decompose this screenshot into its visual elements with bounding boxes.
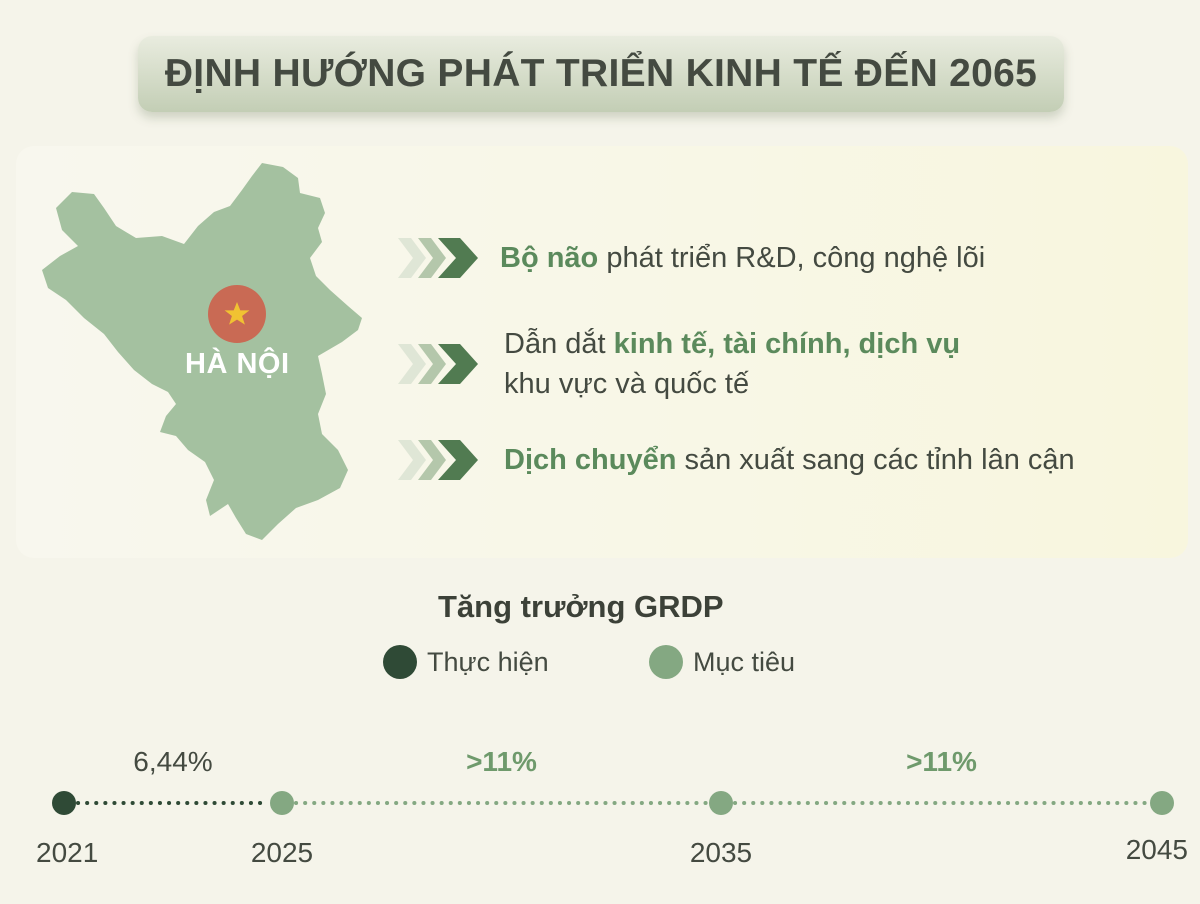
timeline-point-2021	[52, 791, 76, 815]
timeline-point-2035	[709, 791, 733, 815]
year-label-2021: 2021	[36, 837, 98, 868]
legend-label-actual: Thực hiện	[427, 646, 549, 677]
timeline-point-2045	[1150, 791, 1174, 815]
point-text: Dẫn dắt kinh tế, tài chính, dịch vụ khu …	[504, 324, 960, 404]
point-text-prefix: Dẫn dắt	[504, 328, 614, 360]
chevrons-icon	[398, 344, 478, 384]
timeline-point-2025	[270, 791, 294, 815]
point-text-rest: sản xuất sang các tỉnh lân cận	[676, 444, 1075, 476]
point-rd-brain: Bộ não phát triển R&D, công nghệ lõi	[398, 228, 985, 288]
point-economy-lead: Dẫn dắt kinh tế, tài chính, dịch vụ khu …	[398, 321, 960, 407]
chevrons-icon	[398, 440, 478, 480]
year-label-2035: 2035	[690, 837, 752, 868]
point-text-line2: khu vực và quốc tế	[504, 368, 750, 400]
map-label: HÀ NỘI	[185, 348, 290, 380]
segment-label-1: >11%	[466, 746, 537, 777]
point-highlight: kinh tế, tài chính, dịch vụ	[613, 328, 961, 360]
point-text: Bộ não phát triển R&D, công nghệ lõi	[500, 238, 985, 278]
hanoi-map-shape	[42, 163, 362, 540]
chevrons-icon	[398, 238, 478, 278]
hanoi-map	[42, 163, 362, 540]
segment-label-2: >11%	[906, 746, 977, 777]
legend-label-target: Mục tiêu	[693, 646, 796, 677]
year-label-2025: 2025	[251, 837, 313, 868]
point-highlight: Bộ não	[500, 242, 599, 274]
chart-title: Tăng trưởng GRDP	[438, 589, 724, 624]
star-icon	[224, 302, 250, 325]
title-banner: ĐỊNH HƯỚNG PHÁT TRIỂN KINH TẾ ĐẾN 2065	[138, 36, 1064, 112]
legend-dot-actual	[383, 645, 417, 679]
legend-dot-target	[649, 645, 683, 679]
point-text: Dịch chuyển sản xuất sang các tỉnh lân c…	[504, 440, 1075, 480]
year-label-2045: 2045	[1126, 834, 1188, 865]
legend-item-target: Mục tiêu	[649, 645, 795, 679]
legend-item-actual: Thực hiện	[383, 645, 549, 679]
point-highlight: Dịch chuyển	[504, 444, 677, 476]
page-title: ĐỊNH HƯỚNG PHÁT TRIỂN KINH TẾ ĐẾN 2065	[164, 52, 1038, 95]
point-text-rest: phát triển R&D, công nghệ lõi	[598, 242, 986, 274]
segment-label-0: 6,44%	[133, 746, 212, 777]
point-production-shift: Dịch chuyển sản xuất sang các tỉnh lân c…	[398, 430, 1075, 490]
